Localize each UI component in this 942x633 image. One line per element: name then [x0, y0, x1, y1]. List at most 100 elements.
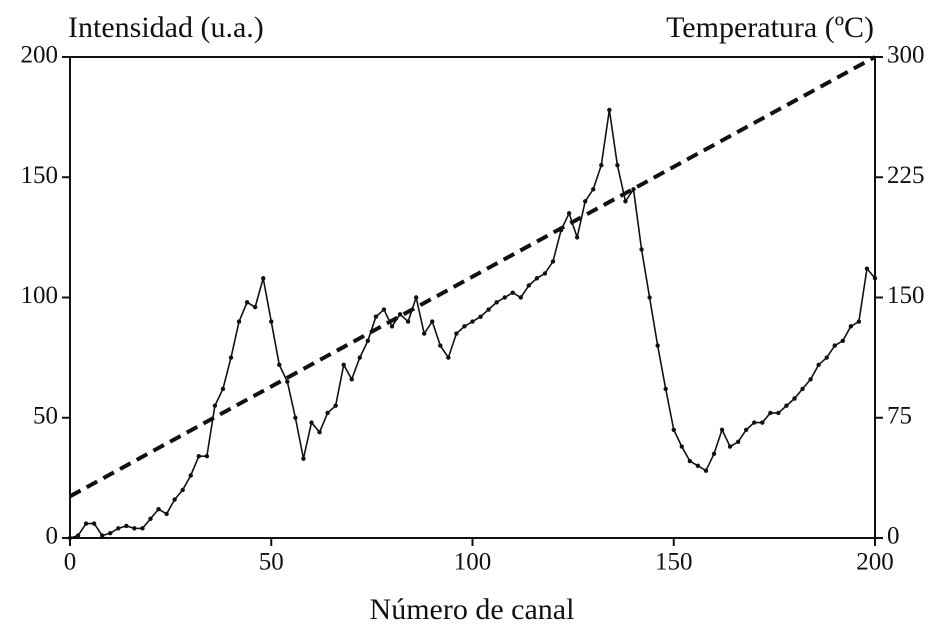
data-point: [422, 331, 427, 336]
data-point: [293, 415, 298, 420]
data-point: [502, 295, 507, 300]
data-point: [405, 319, 411, 324]
data-point: [124, 523, 129, 529]
y-tick-label: 50: [33, 402, 58, 429]
data-point: [768, 410, 773, 416]
plot-frame: [69, 56, 876, 539]
data-point: [132, 526, 137, 531]
data-point: [277, 362, 282, 368]
data-point: [389, 324, 395, 329]
data-point: [261, 276, 266, 281]
data-point: [583, 199, 588, 204]
data-point: [607, 107, 612, 113]
data-point: [116, 526, 121, 531]
data-point: [325, 410, 330, 416]
data-point: [252, 304, 258, 310]
data-point: [599, 163, 604, 168]
x-tick-label: 150: [655, 549, 693, 576]
data-point: [856, 319, 862, 324]
data-point: [671, 427, 676, 432]
x-tick-label: 50: [259, 549, 284, 576]
data-point: [727, 444, 733, 449]
y2-tick-label: 300: [887, 42, 925, 69]
data-point: [204, 454, 210, 459]
data-point: [164, 511, 169, 517]
data-point: [357, 355, 362, 360]
data-point: [526, 283, 532, 288]
data-point: [711, 451, 717, 457]
y-axis-label: Intensidad (u.a.): [68, 11, 264, 44]
data-point: [148, 516, 153, 521]
data-point: [574, 235, 580, 240]
data-point: [486, 307, 491, 312]
data-point: [236, 319, 242, 324]
y2-tick-label: 150: [887, 282, 925, 309]
data-point: [679, 444, 684, 449]
data-point: [719, 427, 725, 432]
data-point: [397, 312, 403, 317]
data-point: [83, 521, 89, 526]
data-point: [430, 319, 435, 324]
data-point: [655, 343, 660, 348]
data-point: [317, 429, 322, 435]
data-point: [550, 259, 556, 264]
data-point: [301, 456, 306, 461]
data-point: [244, 300, 250, 305]
y-tick-label: 0: [46, 523, 59, 550]
data-point: [67, 535, 73, 541]
data-point: [824, 355, 829, 360]
data-point: [446, 355, 451, 360]
data-point: [454, 331, 459, 336]
data-point: [494, 300, 499, 305]
y2-tick-label: 75: [887, 402, 912, 429]
data-point: [534, 276, 540, 281]
data-point: [172, 497, 177, 502]
data-point: [188, 473, 193, 478]
data-point: [848, 324, 854, 329]
data-point: [341, 362, 346, 368]
data-point: [566, 211, 572, 216]
y2-axis-label: Temperatura (ºC): [666, 11, 874, 44]
data-point: [269, 319, 274, 324]
data-point: [840, 338, 845, 343]
data-point: [285, 379, 290, 384]
data-point: [776, 410, 781, 416]
data-point: [108, 530, 113, 536]
data-point: [349, 377, 354, 382]
data-point: [687, 458, 693, 464]
data-point: [808, 377, 813, 382]
data-point: [365, 338, 371, 343]
data-point: [623, 199, 628, 204]
data-point: [542, 271, 548, 276]
data-point: [792, 396, 797, 401]
data-point: [872, 276, 878, 281]
data-point: [695, 463, 701, 469]
data-point: [518, 295, 523, 300]
data-point: [462, 324, 467, 329]
x-tick-label: 100: [454, 549, 492, 576]
data-point: [140, 526, 145, 531]
data-point: [864, 266, 870, 271]
data-point: [438, 343, 443, 348]
data-point: [591, 187, 596, 192]
data-point: [510, 290, 515, 295]
data-point: [333, 403, 338, 408]
data-point: [100, 533, 105, 538]
data-point: [816, 362, 821, 368]
data-point: [228, 355, 234, 360]
data-point: [413, 295, 419, 300]
x-tick-label: 200: [856, 549, 894, 576]
data-point: [180, 487, 185, 493]
data-point: [663, 386, 668, 392]
data-point: [639, 247, 644, 252]
data-point: [220, 386, 226, 392]
x-axis-label: Número de canal: [370, 593, 575, 626]
y2-tick-label: 225: [887, 162, 925, 189]
data-point: [156, 506, 161, 512]
data-point: [744, 427, 749, 432]
data-point: [832, 343, 837, 348]
data-point: [75, 533, 81, 538]
data-point: [91, 521, 97, 526]
y-tick-label: 150: [21, 162, 59, 189]
data-point: [615, 163, 620, 168]
